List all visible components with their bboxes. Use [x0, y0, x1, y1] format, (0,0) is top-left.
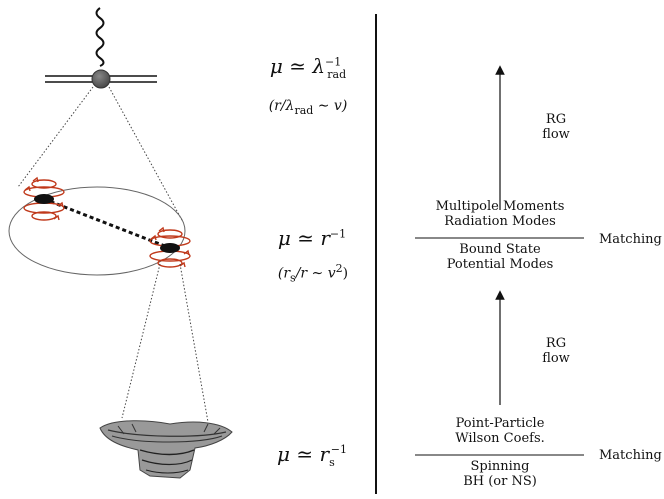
binary-orbit-icon — [8, 186, 186, 276]
rg-flow-upper-label: RG flow — [542, 112, 570, 142]
matching-lower-label: Matching — [599, 448, 662, 463]
scale-radiation-main: μ ≃ λ−1rad — [269, 54, 347, 81]
multipole-radiation-label: Multipole Moments Radiation Modes — [435, 199, 565, 229]
matching-upper-label: Matching — [599, 232, 662, 247]
black-hole-icon — [160, 243, 180, 253]
point-particle-wilson-label: Point-Particle Wilson Coefs. — [455, 416, 545, 446]
detector-node-icon — [45, 69, 157, 89]
graviton-wavy-line-icon — [95, 7, 105, 67]
black-hole-icon — [99, 420, 233, 479]
scale-radiation-condition: (r/λrad ∼ v) — [268, 98, 348, 117]
scale-orbital-main: μ ≃ r−1 — [277, 226, 347, 250]
scale-orbital-condition: (rs/r ∼ v2) — [277, 262, 349, 285]
spinning-bh-label: Spinning BH (or NS) — [463, 459, 537, 489]
black-hole-icon — [34, 194, 54, 204]
bound-potential-label: Bound State Potential Modes — [446, 242, 554, 272]
spin-swirl-icon — [23, 176, 65, 221]
rg-flow-lower-label: RG flow — [542, 336, 570, 366]
scale-compact-main: μ ≃ rs−1 — [277, 442, 347, 469]
